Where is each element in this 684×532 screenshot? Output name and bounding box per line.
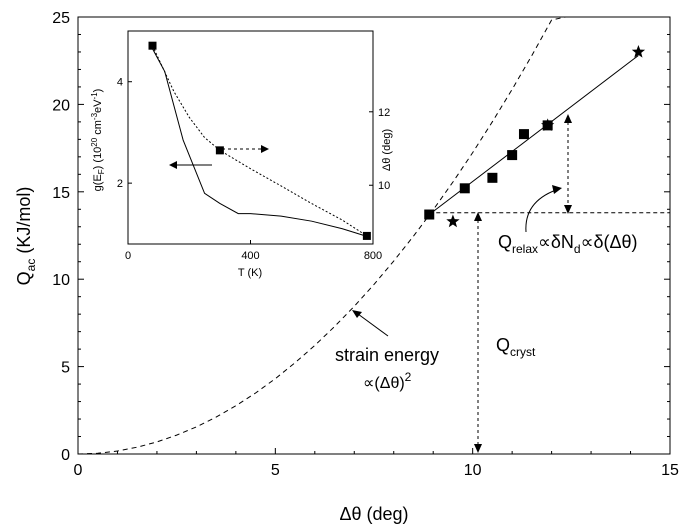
inset-frame (127, 30, 374, 245)
inset-chart: 0 400 800 2 4 10 12 T (K) g(EF) (1020 cm-3eV-1… (90, 30, 393, 279)
q-relax-arrow-bottom-icon (564, 205, 572, 214)
inset-x-tick-label: 400 (241, 250, 259, 262)
main-plot-frame (77, 16, 671, 455)
q-relax-label: Qrelax∝δNd∝δ(Δθ) (498, 232, 638, 256)
inset-right-tick-label: 12 (378, 107, 390, 119)
q-cryst-arrow-bottom-icon (474, 444, 482, 453)
q-cryst-arrow-top-icon (474, 212, 482, 221)
strain-energy-proportionality: ∝(Δθ)2 (363, 370, 412, 392)
q-relax-curved-arrow (525, 189, 557, 233)
square-marker (424, 209, 435, 220)
q-cryst-label: Qcryst (496, 335, 536, 359)
inset-dtheta-curve (152, 45, 368, 237)
star-marker (541, 118, 555, 131)
x-tick-label: 5 (271, 462, 280, 479)
inset-gef-curve (152, 48, 368, 237)
y-tick-label: 25 (52, 10, 70, 27)
inset-square-marker (215, 146, 224, 155)
inset-left-tick-label: 2 (117, 178, 123, 190)
square-marker (518, 129, 529, 140)
inset-left-arrowhead-icon (169, 161, 177, 169)
q-relax-arrow-top-icon (564, 114, 572, 123)
inset-left-axis-label: g(EF) (1020 cm-3eV-1) (90, 89, 106, 192)
square-marker (459, 183, 470, 194)
y-tick-label: 10 (52, 272, 70, 289)
main-markers (424, 45, 646, 228)
star-marker (631, 45, 646, 58)
x-tick-label: 15 (661, 462, 679, 479)
square-marker (487, 172, 498, 183)
y-tick-label: 0 (61, 447, 70, 464)
star-marker (446, 214, 460, 228)
inset-axes: 0 400 800 2 4 10 12 (117, 77, 390, 262)
q-relax-arrowhead-icon (552, 185, 562, 194)
inset-series (152, 45, 368, 237)
strain-energy-label: strain energy (335, 345, 439, 365)
strain-pointer-arrowhead-icon (352, 310, 362, 318)
inset-x-tick-label: 800 (364, 250, 382, 262)
main-x-axis-label: Δθ (deg) (339, 504, 408, 524)
main-y-axis-label: Qac (KJ/mol) (14, 187, 38, 286)
x-tick-label: 0 (74, 462, 83, 479)
annotations: strain energy ∝(Δθ)2 Qrelax∝δNd∝δ(Δθ) Qc… (335, 114, 638, 453)
inset-x-axis-label: T (K) (238, 267, 262, 279)
inset-markers (148, 41, 371, 240)
inset-right-axis-label: Δθ (deg) (381, 129, 393, 171)
inset-square-marker (362, 231, 371, 240)
inset-right-tick-label: 10 (378, 180, 390, 192)
x-tick-label: 10 (464, 462, 482, 479)
y-tick-label: 15 (52, 185, 70, 202)
y-tick-label: 20 (52, 97, 70, 114)
y-tick-label: 5 (61, 360, 70, 377)
inset-right-arrowhead-icon (261, 145, 269, 153)
inset-x-tick-label: 0 (125, 250, 131, 262)
inset-left-tick-label: 4 (117, 77, 123, 89)
inset-square-marker (148, 41, 157, 50)
strain-energy-curve (77, 16, 566, 455)
strain-pointer-arrow (357, 313, 389, 337)
square-marker (507, 150, 518, 161)
